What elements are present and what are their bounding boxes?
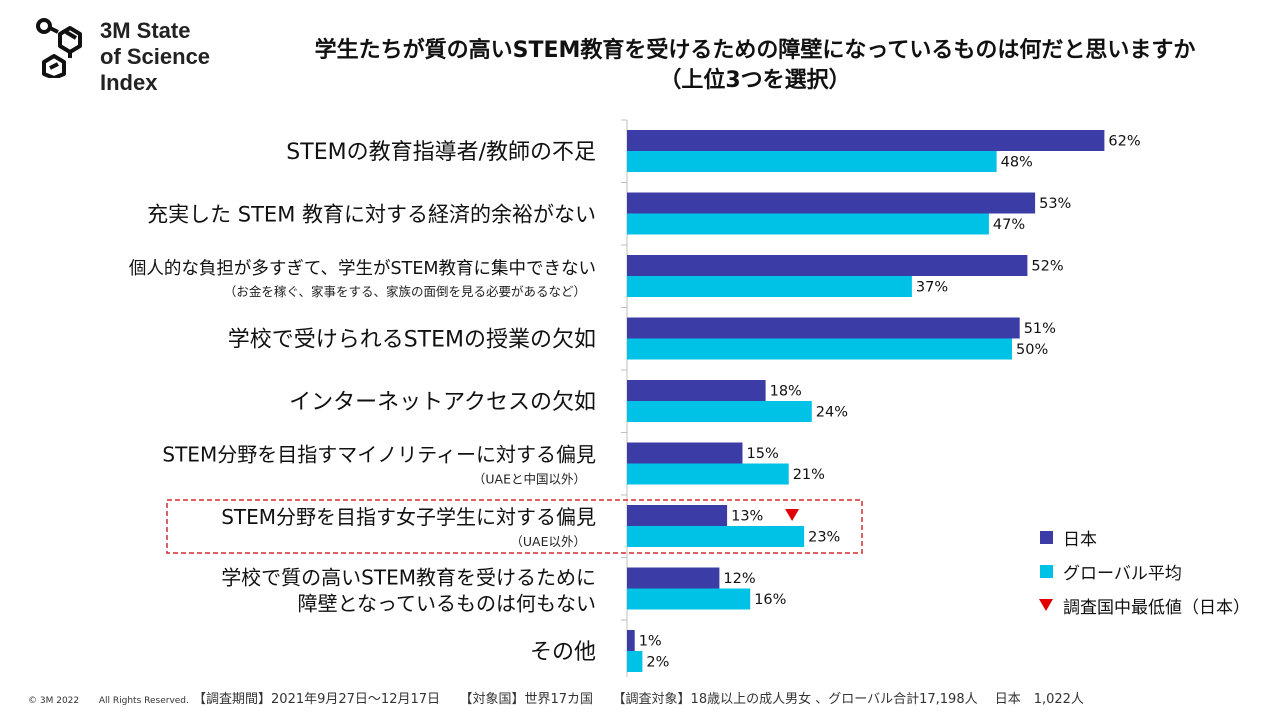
data-label: 51% xyxy=(1024,321,1056,337)
legend-item-japan: 日本 xyxy=(1040,520,1250,554)
data-label: 62% xyxy=(1108,134,1140,150)
data-label: 48% xyxy=(1001,155,1033,171)
logo-line-2: of Science xyxy=(100,44,211,69)
legend-swatch-global xyxy=(1040,564,1053,578)
logo-line-3: Index xyxy=(100,70,158,95)
data-label: 21% xyxy=(793,467,825,483)
category-label: その他 xyxy=(530,640,596,665)
data-label: 12% xyxy=(723,571,755,587)
bar-global xyxy=(627,338,1012,360)
category-label: 学校で受けられるSTEMの授業の欠如 xyxy=(228,328,596,353)
footer-copyright: © 3M 2022 xyxy=(28,696,80,706)
bar-japan xyxy=(627,192,1036,214)
highlight-box xyxy=(166,499,863,554)
bar-japan xyxy=(627,130,1105,151)
bar-japan xyxy=(627,255,1028,276)
legend-label-lowest: 調査国中最低値（日本） xyxy=(1063,597,1250,618)
category-label: 学校で質の高いSTEM教育を受けるために xyxy=(221,566,596,590)
data-label: 18% xyxy=(770,384,802,400)
chart-title-line-2: （上位3つを選択） xyxy=(659,68,851,93)
down-triangle-icon xyxy=(1039,599,1053,611)
bar-global xyxy=(627,588,751,610)
legend-label-japan: 日本 xyxy=(1063,529,1097,550)
bar-japan xyxy=(627,442,743,464)
bar-global xyxy=(627,276,912,297)
logo-line-1: 3M State xyxy=(100,18,191,43)
chart-title: 学生たちが質の高いSTEM教育を受けるための障壁になっているものは何だと思います… xyxy=(230,36,1280,96)
bar-japan xyxy=(627,505,728,526)
data-label: 16% xyxy=(754,592,786,608)
data-label: 50% xyxy=(1016,342,1048,358)
data-label: 37% xyxy=(916,280,948,296)
legend-item-global: グローバル平均 xyxy=(1040,554,1250,588)
bar-global xyxy=(627,651,643,672)
bar-global xyxy=(627,213,989,235)
legend-swatch-japan xyxy=(1040,530,1053,544)
category-sublabel: （UAEと中国以外） xyxy=(473,472,586,487)
category-sublabel: （お金を稼ぐ、家事をする、家族の面倒を見る必要があるなど） xyxy=(224,284,586,299)
bar-japan xyxy=(627,630,635,651)
data-label: 15% xyxy=(747,446,779,462)
bar-global xyxy=(627,526,805,547)
legend-label-global: グローバル平均 xyxy=(1063,563,1182,584)
data-label: 1% xyxy=(639,634,662,650)
logo: 3M State of Science Index xyxy=(34,18,224,102)
chart-title-line-1: 学生たちが質の高いSTEM教育を受けるための障壁になっているものは何だと思います… xyxy=(314,38,1196,63)
logo-text: 3M State of Science Index xyxy=(100,18,210,96)
data-label: 2% xyxy=(646,655,669,671)
bar-global xyxy=(627,401,812,422)
category-label: STEM分野を目指すマイノリティーに対する偏見 xyxy=(162,443,596,467)
category-label: STEMの教育指導者/教師の不足 xyxy=(286,140,596,165)
category-label: 個人的な負担が多すぎて、学生がSTEM教育に集中できない xyxy=(129,259,596,279)
footer-rights: All Rights Reserved. xyxy=(98,696,189,706)
data-label: 23% xyxy=(808,530,840,546)
category-label: 充実した STEM 教育に対する経済的余裕がない xyxy=(147,203,596,227)
category-label-line-2: 障壁となっているものは何もない xyxy=(298,592,596,616)
legend: 日本 グローバル平均 調査国中最低値（日本） xyxy=(1039,520,1250,622)
data-label: 47% xyxy=(993,217,1025,233)
bar-japan xyxy=(627,567,720,589)
category-label: インターネットアクセスの欠如 xyxy=(289,390,596,415)
bar-global xyxy=(627,151,997,172)
data-label: 52% xyxy=(1031,259,1063,275)
data-label: 53% xyxy=(1039,196,1071,212)
legend-item-lowest: 調査国中最低値（日本） xyxy=(1039,588,1250,622)
footer-note: 【調査期間】2021年9月27日〜12月17日 【対象国】世界17カ国 【調査対… xyxy=(193,692,1084,707)
bar-japan xyxy=(627,380,766,401)
data-label: 13% xyxy=(731,509,763,525)
lowest-marker xyxy=(785,509,800,521)
data-label: 24% xyxy=(816,405,848,421)
category-sublabel: （UAE以外） xyxy=(510,534,586,549)
bar-japan xyxy=(627,317,1020,339)
bar-global xyxy=(627,463,789,485)
footer: © 3M 2022 All Rights Reserved. 【調査期間】202… xyxy=(28,688,1268,707)
category-label: STEM分野を目指す女子学生に対する偏見 xyxy=(221,505,596,529)
